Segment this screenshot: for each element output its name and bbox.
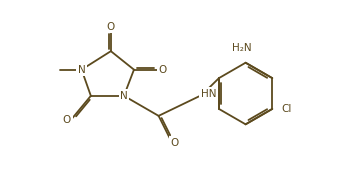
Text: N: N (120, 91, 128, 101)
Text: HN: HN (201, 88, 216, 98)
Text: H₂N: H₂N (232, 43, 251, 53)
Text: O: O (107, 22, 115, 32)
Text: O: O (158, 65, 167, 75)
Text: N: N (78, 65, 86, 75)
Text: Cl: Cl (282, 104, 292, 114)
Text: O: O (171, 138, 179, 148)
Text: O: O (63, 115, 71, 125)
